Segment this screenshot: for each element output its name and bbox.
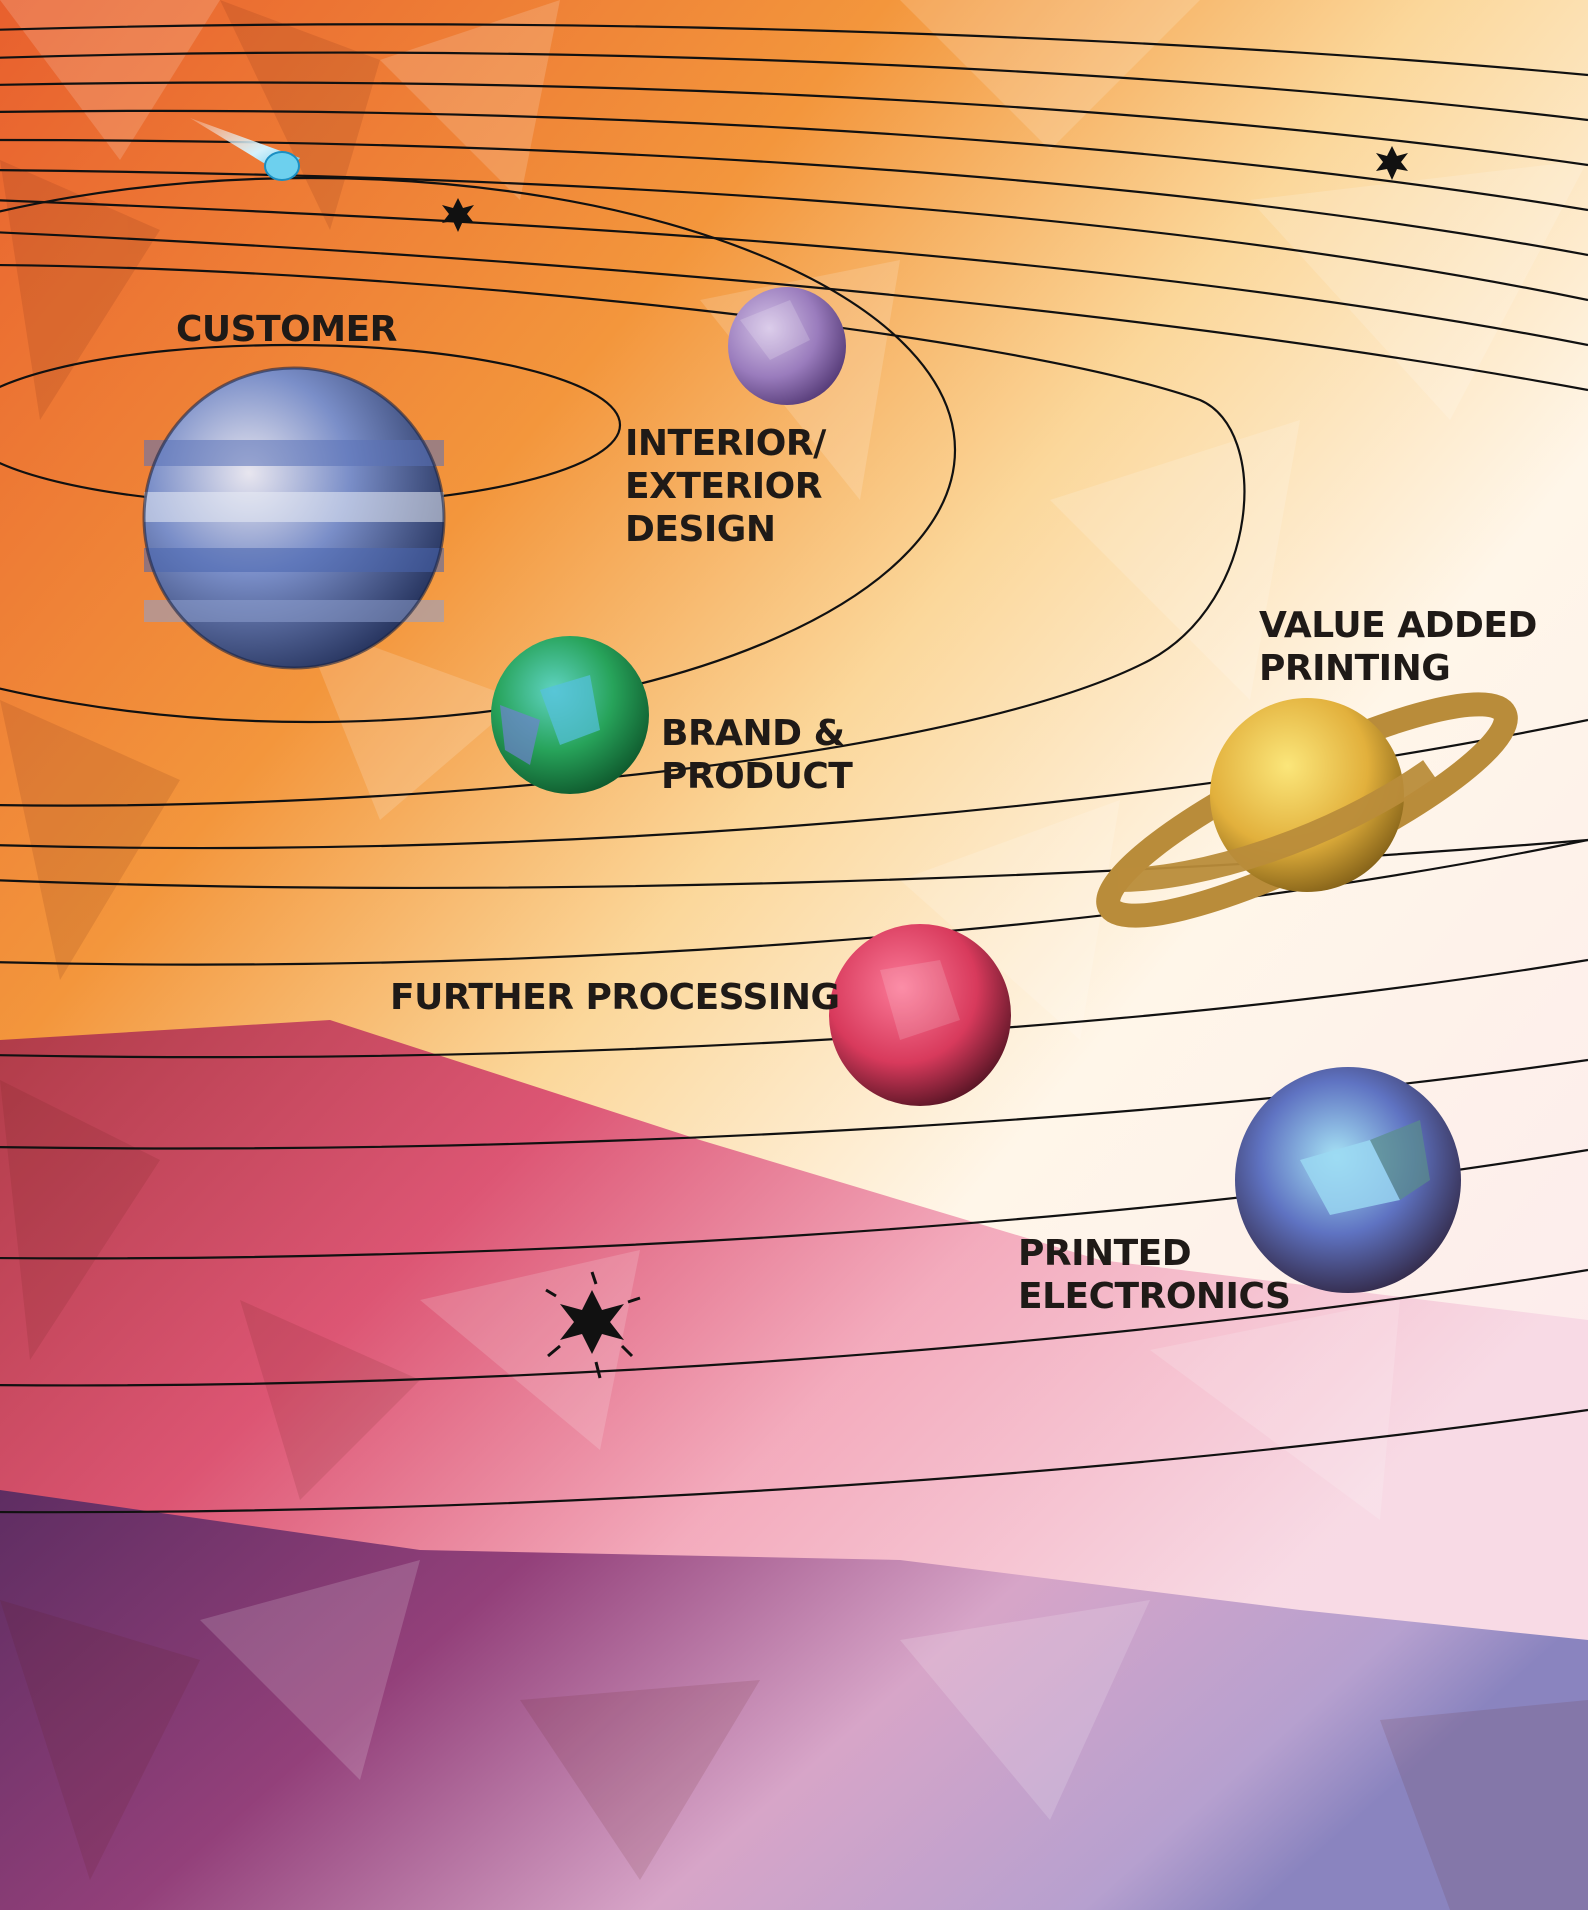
customer-label: CUSTOMER: [176, 308, 397, 351]
red-planet-icon[interactable]: [829, 924, 1011, 1106]
sparkle-star-icon: [545, 1271, 641, 1379]
blue-crystal-planet-icon[interactable]: [1235, 1067, 1461, 1293]
printed-electronics-label: PRINTED ELECTRONICS: [1018, 1232, 1291, 1318]
label-line: FURTHER PROCESSING: [390, 977, 840, 1018]
label-line: INTERIOR/: [625, 423, 826, 464]
label-line: PRINTING: [1259, 648, 1451, 689]
label-line: VALUE ADDED: [1259, 605, 1537, 646]
label-line: PRODUCT: [661, 756, 853, 797]
label-line: EXTERIOR: [625, 466, 822, 507]
value-added-printing-label: VALUE ADDED PRINTING: [1259, 604, 1537, 690]
customer-label-line: CUSTOMER: [176, 309, 397, 350]
brand-product-label: BRAND & PRODUCT: [661, 712, 853, 798]
comet-icon: [190, 118, 300, 181]
ringed-gold-planet-icon[interactable]: [1088, 670, 1526, 949]
label-line: ELECTRONICS: [1018, 1276, 1291, 1317]
label-line: DESIGN: [625, 509, 776, 550]
green-earth-planet-icon[interactable]: [491, 636, 649, 794]
label-line: PRINTED: [1018, 1233, 1192, 1274]
label-line: BRAND &: [661, 713, 845, 754]
star-icon: [1376, 146, 1408, 180]
striped-blue-planet-icon[interactable]: [142, 366, 446, 670]
further-processing-label: FURTHER PROCESSING: [390, 976, 840, 1019]
purple-planet-icon[interactable]: [728, 287, 846, 405]
interior-exterior-design-label: INTERIOR/ EXTERIOR DESIGN: [625, 422, 826, 551]
star-icon: [442, 198, 474, 232]
